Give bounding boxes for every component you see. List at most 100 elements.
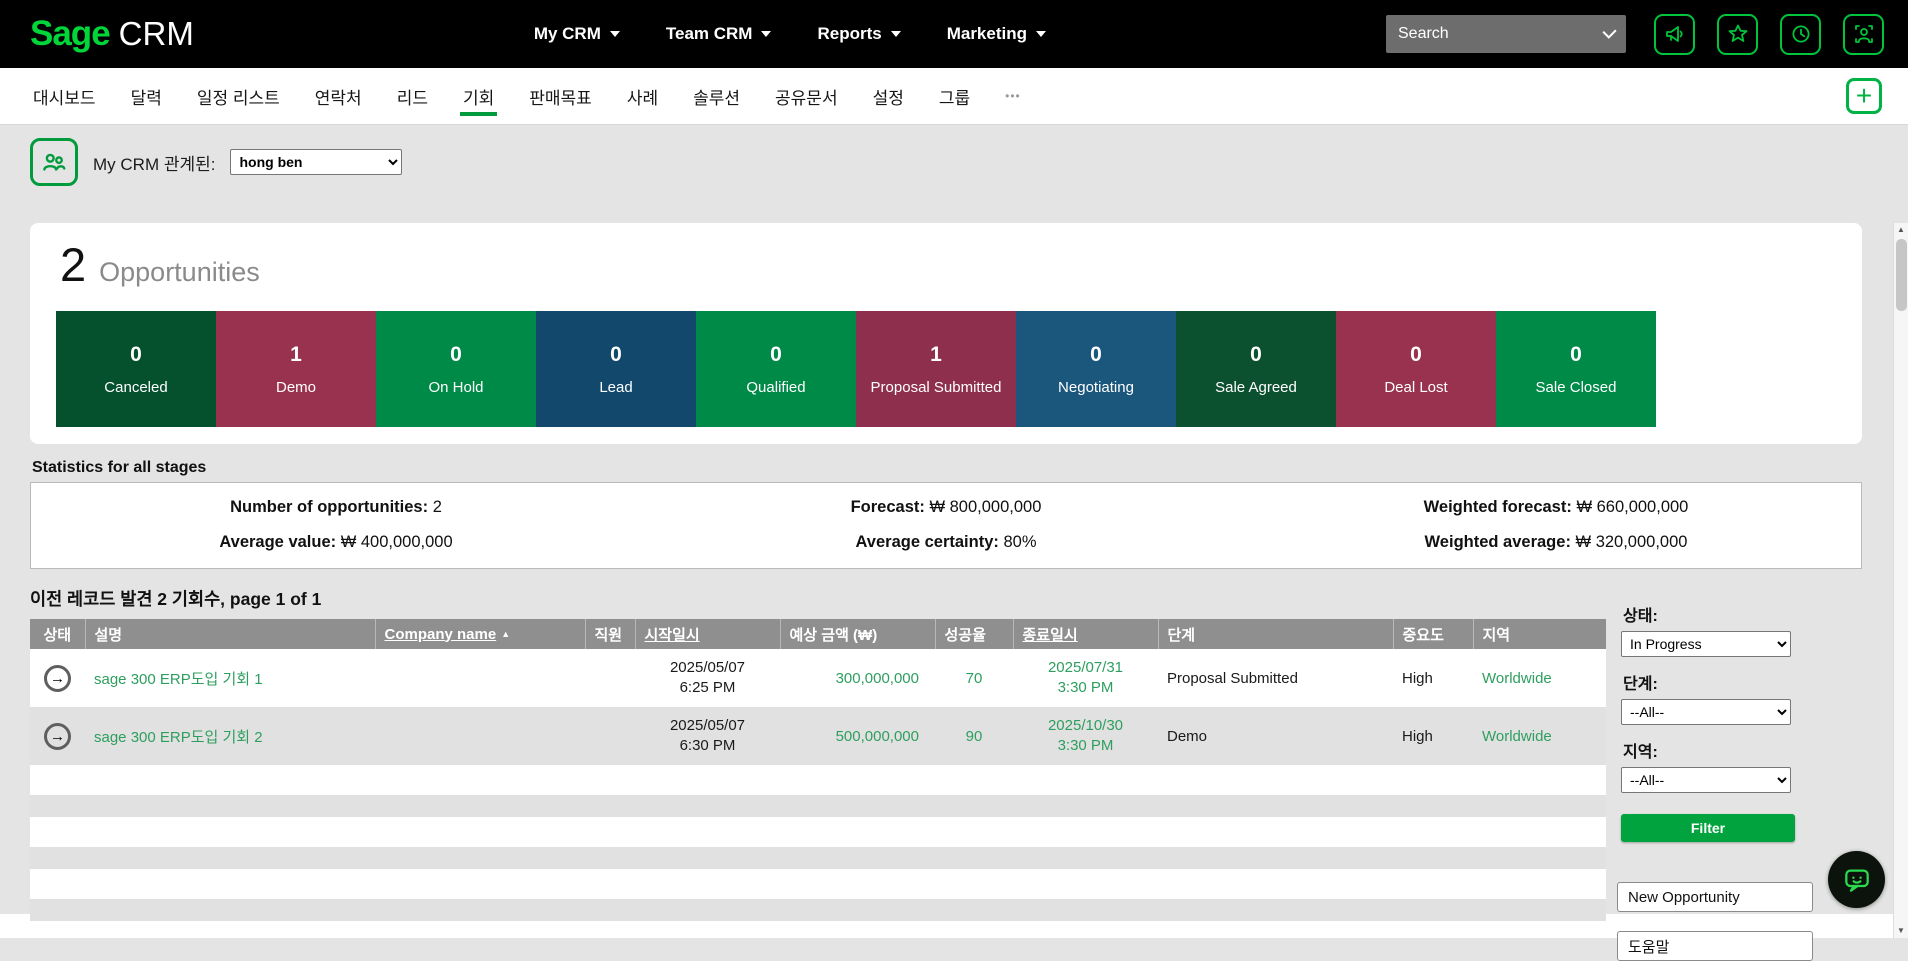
tab-dashboard[interactable]: 대시보드 [33,68,96,124]
status-filter-select[interactable]: In Progress [1621,631,1791,657]
menu-team-crm-label: Team CRM [666,24,753,44]
stat-label: Average value: [219,533,336,551]
help-button[interactable]: 도움말 [1617,931,1813,961]
filter-button[interactable]: Filter [1621,814,1795,842]
stage-card-canceled[interactable]: 0 Canceled [56,311,216,427]
tab-sales-target[interactable]: 판매목표 [529,68,592,124]
region-filter-select[interactable]: --All-- [1621,767,1791,793]
tab-leads[interactable]: 리드 [397,68,428,124]
stage-label: Canceled [100,379,171,396]
tab-contacts[interactable]: 연락처 [315,68,362,124]
in-progress-status-icon[interactable]: → [44,665,71,692]
stage-card-sale-agreed[interactable]: 0 Sale Agreed [1176,311,1336,427]
tab-settings[interactable]: 설정 [873,68,904,124]
empty-row [30,847,1606,869]
tab-shared-documents[interactable]: 공유문서 [775,68,838,124]
search-input[interactable] [1398,25,1605,43]
chevron-down-icon [1036,31,1046,37]
related-user-label: My CRM 관계된: [93,150,215,175]
tab-solutions[interactable]: 솔루션 [693,68,740,124]
stat-value: ₩ 800,000,000 [929,498,1041,516]
opportunity-link[interactable]: sage 300 ERP도입 기회 2 [94,729,263,746]
tab-overflow-button[interactable]: ••• [1005,89,1021,103]
stat-number-of-opportunities: Number of opportunities: 2 [31,498,641,517]
tab-groups[interactable]: 그룹 [939,68,970,124]
statistics-box: Number of opportunities: 2 Forecast: ₩ 8… [30,482,1862,569]
sort-asc-icon: ▲ [501,629,510,639]
stage-label: On Hold [424,379,487,396]
stage-filter-select[interactable]: --All-- [1621,699,1791,725]
related-user-select[interactable]: hong ben [230,149,402,175]
stage-count: 0 [130,343,142,367]
cell-stage: Demo [1158,707,1393,765]
tab-cases[interactable]: 사례 [627,68,658,124]
menu-my-crm[interactable]: My CRM [534,24,620,44]
chat-assistant-button[interactable] [1828,851,1885,908]
sage-crm-logo[interactable]: Sage CRM [30,14,194,54]
stage-card-deal-lost[interactable]: 0 Deal Lost [1336,311,1496,427]
stage-card-demo[interactable]: 1 Demo [216,311,376,427]
stage-card-proposal-submitted[interactable]: 1 Proposal Submitted [856,311,1016,427]
tab-opportunities[interactable]: 기회 [463,68,494,124]
opportunity-link[interactable]: sage 300 ERP도입 기회 1 [94,671,263,688]
stat-label: Number of opportunities: [230,498,428,516]
stat-weighted-forecast: Weighted forecast: ₩ 660,000,000 [1251,498,1861,517]
megaphone-icon[interactable] [1654,14,1695,55]
col-description: 설명 [85,619,375,649]
favorites-star-icon[interactable] [1717,14,1758,55]
menu-reports-label: Reports [817,24,881,44]
vertical-scrollbar[interactable]: ▲ ▼ [1893,223,1908,938]
stage-count: 0 [450,343,462,367]
opportunity-count: 2 [60,241,86,288]
cell-forecast: 300,000,000 [780,649,935,707]
recent-clock-icon[interactable] [1780,14,1821,55]
add-tab-button[interactable]: + [1846,78,1882,114]
stage-card-qualified[interactable]: 0 Qualified [696,311,856,427]
cell-priority: High [1393,707,1473,765]
tab-calendar[interactable]: 달력 [131,68,162,124]
header-toolbar [1654,14,1884,55]
col-company[interactable]: Company name ▲ [375,619,585,649]
sort-opened-link[interactable]: 시작일시 [645,627,700,644]
tab-schedule-list[interactable]: 일정 리스트 [197,68,280,124]
search-box[interactable] [1386,15,1626,53]
cell-territory: Worldwide [1473,707,1606,765]
stage-label: Proposal Submitted [867,379,1006,396]
stage-card-negotiating[interactable]: 0 Negotiating [1016,311,1176,427]
chevron-down-icon [891,31,901,37]
scroll-up-icon[interactable]: ▲ [1897,223,1905,237]
stage-card-lead[interactable]: 0 Lead [536,311,696,427]
col-close[interactable]: 종료일시 [1013,619,1158,649]
col-forecast: 예상 금액 (₩) [780,619,935,649]
stage-count: 0 [1570,343,1582,367]
menu-team-crm[interactable]: Team CRM [666,24,772,44]
new-opportunity-button[interactable]: New Opportunity [1617,882,1813,912]
stage-label: Lead [595,379,636,396]
arrow-right-icon: → [50,728,65,745]
sort-company-link[interactable]: Company name [385,626,497,643]
stat-label: Average certainty: [856,533,999,551]
col-opened[interactable]: 시작일시 [635,619,780,649]
profile-contact-icon[interactable] [1843,14,1884,55]
sort-close-link[interactable]: 종료일시 [1023,627,1078,644]
stat-value: ₩ 660,000,000 [1576,498,1688,516]
menu-my-crm-label: My CRM [534,24,601,44]
stage-label: Deal Lost [1380,379,1451,396]
stage-filter-label: 단계: [1623,670,1881,694]
stat-value: ₩ 400,000,000 [341,533,453,551]
scrollbar-thumb[interactable] [1896,239,1907,311]
col-stage: 단계 [1158,619,1393,649]
my-crm-people-icon[interactable] [30,138,78,186]
menu-marketing[interactable]: Marketing [947,24,1046,44]
stage-card-sale-closed[interactable]: 0 Sale Closed [1496,311,1656,427]
table-row[interactable]: → sage 300 ERP도입 기회 2 2025/05/076:30 PM … [30,707,1606,765]
stat-average-certainty: Average certainty: 80% [641,533,1251,552]
table-row[interactable]: → sage 300 ERP도입 기회 1 2025/05/076:25 PM … [30,649,1606,707]
in-progress-status-icon[interactable]: → [44,723,71,750]
status-filter-label: 상태: [1623,602,1881,626]
menu-reports[interactable]: Reports [817,24,900,44]
col-status: 상태 [30,619,85,649]
scroll-down-icon[interactable]: ▼ [1897,924,1905,938]
stage-card-on-hold[interactable]: 0 On Hold [376,311,536,427]
tab-bar: 대시보드 달력 일정 리스트 연락처 리드 기회 판매목표 사례 솔루션 공유문… [0,68,1908,125]
